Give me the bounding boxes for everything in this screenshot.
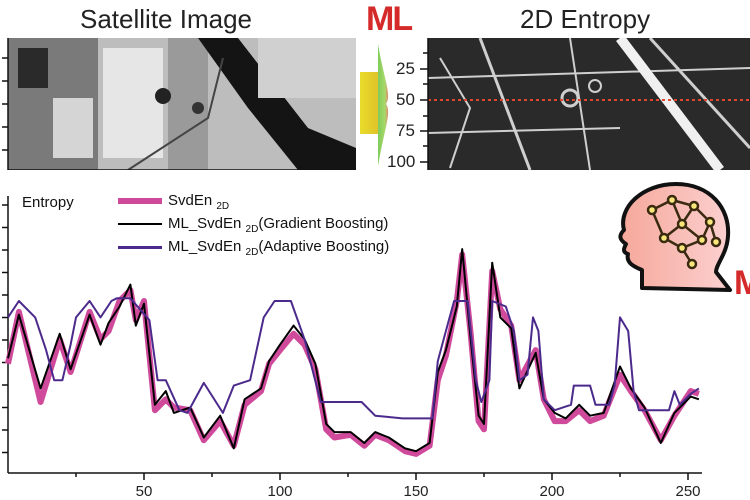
legend-item-svden: SvdEn 2D (118, 192, 389, 215)
entropy-image (420, 38, 750, 170)
series-adaptive-boosting-line (7, 297, 700, 420)
legend-swatch (118, 223, 162, 226)
legend-swatch (118, 245, 162, 249)
satellite-image (8, 38, 356, 170)
satellite-y-ticks (2, 38, 9, 170)
legend-item-adaptive: ML_SvdEn 2D(Adaptive Boosting) (118, 238, 389, 261)
legend-method: (Adaptive Boosting) (258, 238, 390, 255)
legend-swatch (118, 198, 162, 205)
series-svden-line (5, 251, 700, 457)
satellite-image-title: Satellite Image (80, 4, 252, 34)
legend-method: (Gradient Boosting) (258, 215, 389, 232)
ai-head-icon (618, 182, 732, 292)
ml-label-partial: M (734, 264, 750, 302)
scale-tick-25: 25 (396, 59, 415, 78)
ml-arrow-icon (360, 44, 389, 166)
legend-label: ML_SvdEn (168, 238, 242, 255)
legend-subscript: 2D (216, 201, 230, 212)
legend-subscript: 2D (245, 224, 259, 235)
legend-label: SvdEn (168, 192, 213, 209)
x-tick-label: 250 (675, 483, 700, 500)
legend-label: ML_SvdEn (168, 215, 242, 232)
legend-subscript: 2D (245, 247, 259, 258)
legend-item-gradient: ML_SvdEn 2D(Gradient Boosting) (118, 215, 389, 238)
scale-tick-50: 50 (396, 90, 415, 109)
series-gradient-boosting-line (7, 248, 700, 453)
y-axis-label: Entropy (22, 194, 74, 211)
scale-tick-75: 75 (396, 121, 415, 140)
ml-label: ML (366, 0, 413, 38)
scale-tick-100: 100 (387, 152, 416, 171)
x-tick-label: 50 (136, 483, 153, 500)
x-tick-label: 200 (539, 483, 564, 500)
x-tick-label: 100 (267, 483, 292, 500)
legend: SvdEn 2D ML_SvdEn 2D(Gradient Boosting) … (118, 192, 389, 261)
entropy-image-title: 2D Entropy (520, 4, 651, 34)
x-tick-label: 150 (403, 483, 428, 500)
